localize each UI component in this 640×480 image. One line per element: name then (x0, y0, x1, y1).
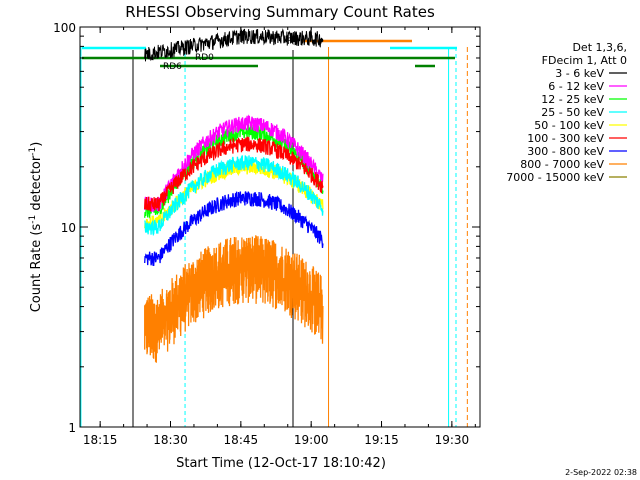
legend-label: 50 - 100 keV (534, 119, 604, 132)
series-line (144, 136, 324, 212)
x-axis-label: Start Time (12-Oct-17 18:10:42) (176, 456, 386, 471)
x-tick-label: 19:15 (364, 433, 399, 447)
x-tick-label: 18:15 (83, 433, 118, 447)
legend-header: Det 1,3,6, (572, 41, 627, 54)
legend-label: 300 - 800 keV (527, 145, 604, 158)
plot-frame (79, 26, 481, 428)
y-axis-label: Count Rate (s-1 detector-1) (28, 142, 44, 313)
flag-bars: RD0 RD6 F (82, 37, 457, 72)
legend-label: 6 - 12 keV (548, 80, 604, 93)
flare-label: F (287, 37, 292, 47)
x-tick-label: 19:30 (435, 433, 470, 447)
rd6-label: RD6 (163, 62, 182, 72)
series-line (144, 235, 324, 363)
series-line (144, 155, 324, 237)
y-tick-label: 100 (53, 21, 76, 35)
series-line (144, 191, 324, 267)
legend-label: 12 - 25 keV (541, 93, 604, 106)
chart-title: RHESSI Observing Summary Count Rates (125, 3, 435, 21)
x-tick-label: 19:00 (294, 433, 329, 447)
legend-header: FDecim 1, Att 0 (542, 54, 627, 67)
timestamp: 2-Sep-2022 02:38 (565, 468, 637, 477)
axes: 18:15 18:30 18:45 19:00 19:15 19:30 1 10 100 (53, 21, 480, 447)
y-tick-label: 10 (61, 221, 76, 235)
x-tick-label: 18:30 (153, 433, 188, 447)
legend-label: 100 - 300 keV (527, 132, 604, 145)
legend-label: 3 - 6 keV (555, 67, 604, 80)
legend-label: 7000 - 15000 keV (506, 171, 604, 184)
legend-label: 800 - 7000 keV (520, 158, 604, 171)
event-markers (80, 47, 468, 427)
x-tick-label: 18:45 (224, 433, 259, 447)
legend-label: 25 - 50 keV (541, 106, 604, 119)
rd0-label: RD0 (195, 53, 214, 63)
series-layer (144, 28, 324, 363)
y-tick-label: 1 (68, 421, 76, 435)
series-line (144, 114, 324, 212)
series-line (144, 28, 324, 62)
